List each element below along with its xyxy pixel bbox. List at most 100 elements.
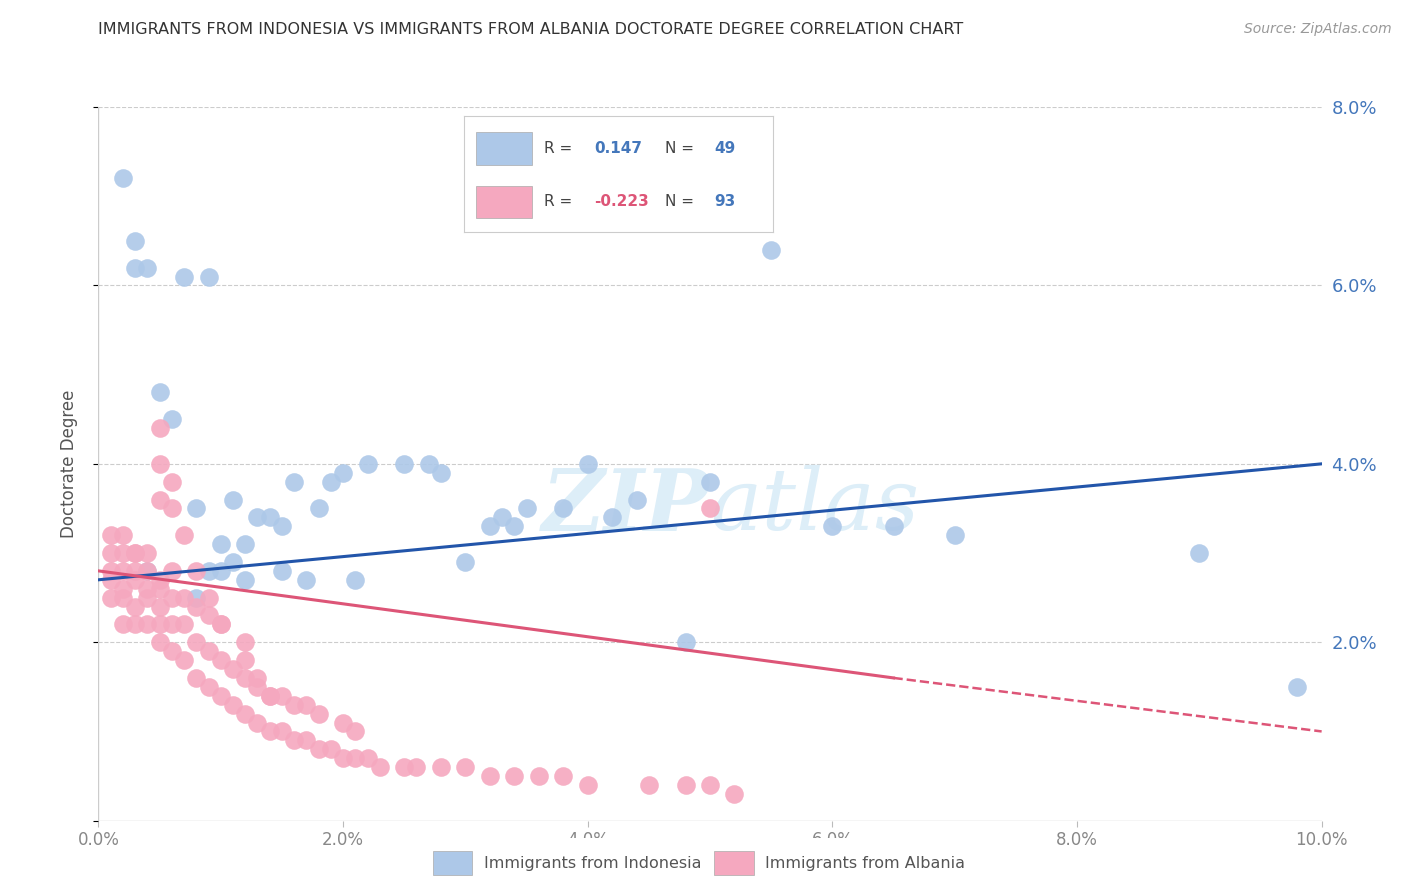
- Point: [111, 617, 134, 632]
- Point: [100, 546, 122, 560]
- Point: [259, 510, 281, 524]
- Point: [124, 546, 146, 560]
- Point: [553, 501, 575, 516]
- Text: Immigrants from Albania: Immigrants from Albania: [765, 855, 965, 871]
- Point: [246, 715, 269, 730]
- Point: [124, 599, 146, 614]
- Point: [491, 510, 513, 524]
- Point: [356, 751, 378, 765]
- Point: [209, 689, 232, 703]
- Point: [503, 769, 526, 783]
- Point: [270, 689, 292, 703]
- Text: IMMIGRANTS FROM INDONESIA VS IMMIGRANTS FROM ALBANIA DOCTORATE DEGREE CORRELATIO: IMMIGRANTS FROM INDONESIA VS IMMIGRANTS …: [98, 22, 963, 37]
- Point: [675, 635, 697, 649]
- Point: [430, 760, 453, 774]
- Point: [173, 269, 195, 284]
- Text: 49: 49: [714, 141, 735, 156]
- Text: ZIP: ZIP: [543, 465, 710, 549]
- Text: R =: R =: [544, 141, 572, 156]
- Point: [553, 769, 575, 783]
- Point: [100, 573, 122, 587]
- Point: [270, 724, 292, 739]
- Point: [259, 689, 281, 703]
- Point: [209, 537, 232, 551]
- Point: [197, 269, 219, 284]
- Point: [136, 591, 159, 605]
- Point: [160, 564, 183, 578]
- Point: [600, 510, 623, 524]
- Text: N =: N =: [665, 194, 695, 210]
- Point: [516, 501, 538, 516]
- Point: [149, 457, 172, 471]
- Point: [111, 546, 134, 560]
- Point: [259, 724, 281, 739]
- Point: [1188, 546, 1211, 560]
- Text: N =: N =: [665, 141, 695, 156]
- Point: [186, 635, 208, 649]
- Point: [233, 671, 256, 685]
- FancyBboxPatch shape: [433, 851, 472, 875]
- Point: [319, 475, 342, 489]
- Point: [124, 564, 146, 578]
- Point: [111, 564, 134, 578]
- Point: [111, 582, 134, 596]
- Point: [160, 591, 183, 605]
- Point: [233, 706, 256, 721]
- Point: [759, 243, 782, 257]
- Point: [136, 564, 159, 578]
- Point: [295, 733, 318, 747]
- Point: [1286, 680, 1309, 694]
- Point: [527, 769, 550, 783]
- Point: [392, 760, 416, 774]
- Point: [186, 501, 208, 516]
- Point: [111, 591, 134, 605]
- Point: [943, 528, 966, 542]
- Point: [222, 555, 245, 569]
- Point: [392, 457, 416, 471]
- Point: [283, 698, 305, 712]
- Point: [454, 760, 477, 774]
- Point: [100, 591, 122, 605]
- Point: [699, 501, 721, 516]
- Point: [699, 475, 721, 489]
- Point: [136, 564, 159, 578]
- Text: 93: 93: [714, 194, 735, 210]
- Point: [149, 573, 172, 587]
- Point: [160, 475, 183, 489]
- Point: [883, 519, 905, 533]
- Point: [149, 492, 172, 507]
- Point: [209, 653, 232, 667]
- Text: Source: ZipAtlas.com: Source: ZipAtlas.com: [1244, 22, 1392, 37]
- Point: [723, 787, 745, 801]
- Point: [197, 564, 219, 578]
- Point: [160, 412, 183, 426]
- Point: [160, 617, 183, 632]
- Point: [246, 510, 269, 524]
- Point: [173, 528, 195, 542]
- Point: [197, 644, 219, 658]
- Point: [124, 617, 146, 632]
- Point: [136, 546, 159, 560]
- Point: [222, 492, 245, 507]
- Y-axis label: Doctorate Degree: Doctorate Degree: [59, 390, 77, 538]
- FancyBboxPatch shape: [477, 186, 531, 218]
- Point: [186, 671, 208, 685]
- Point: [149, 599, 172, 614]
- Point: [222, 662, 245, 676]
- Point: [626, 492, 648, 507]
- Point: [233, 537, 256, 551]
- Point: [124, 573, 146, 587]
- Point: [295, 573, 318, 587]
- Point: [478, 519, 501, 533]
- Point: [149, 635, 172, 649]
- Point: [209, 617, 232, 632]
- FancyBboxPatch shape: [714, 851, 754, 875]
- Point: [332, 751, 354, 765]
- Point: [308, 501, 330, 516]
- Point: [186, 599, 208, 614]
- Point: [173, 617, 195, 632]
- Text: 0.147: 0.147: [593, 141, 643, 156]
- Point: [259, 689, 281, 703]
- Point: [295, 698, 318, 712]
- Point: [675, 778, 697, 792]
